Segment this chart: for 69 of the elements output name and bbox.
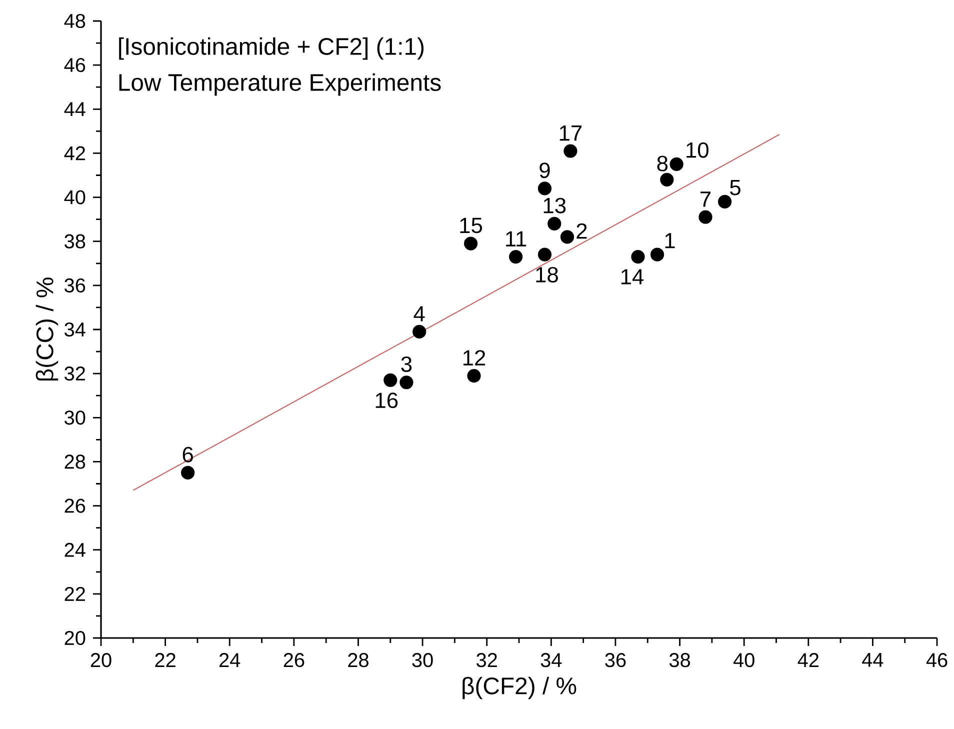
x-tick-label: 36	[605, 653, 626, 668]
point	[412, 324, 426, 338]
text: [Isonicotinamide + CF2] (1:1)	[119, 37, 424, 60]
point	[400, 376, 414, 390]
y-tick-label: 26	[64, 498, 86, 513]
point	[538, 182, 552, 196]
x-tick-label: 44	[862, 653, 884, 667]
y-axis-title: β(CC) / %	[36, 278, 58, 381]
x-tick-label: 46	[926, 653, 948, 668]
point	[631, 250, 645, 264]
annotation: 4	[414, 306, 425, 322]
annotation: 5	[730, 180, 740, 196]
text: Low Temperature Experiments	[119, 73, 441, 96]
y-tick-label: 38	[64, 234, 86, 248]
point	[464, 236, 478, 250]
y-tick-label: 22	[64, 586, 85, 601]
annotation: 6	[182, 446, 193, 462]
y-tick-label: 20	[64, 630, 86, 646]
annotation: 1	[665, 233, 675, 248]
y-tick-label: 40	[64, 190, 86, 204]
x-tick-label: 42	[798, 653, 818, 667]
y-tick-label: 44	[64, 102, 86, 116]
point	[660, 172, 674, 186]
point	[467, 368, 481, 383]
x-tick-label: 38	[669, 653, 690, 668]
annotation: 2	[576, 223, 587, 239]
annotation: 18	[536, 266, 558, 282]
point	[548, 216, 562, 231]
x-tick-label: 34	[540, 653, 562, 668]
y-tick-label: 48	[64, 14, 86, 28]
x-tick-label: 22	[155, 653, 176, 667]
annotation: 11	[506, 231, 526, 246]
point	[670, 157, 684, 172]
annotation: 8	[657, 156, 668, 172]
point	[564, 144, 578, 158]
x-tick-label: 30	[412, 653, 433, 668]
x-tick-label: 26	[284, 653, 304, 668]
annotation: 15	[460, 218, 482, 234]
x-tick-label: 32	[476, 653, 497, 668]
x-tick-label: 28	[348, 653, 368, 668]
annotation: 9	[540, 162, 550, 178]
x-tick-label: 20	[90, 653, 112, 668]
x-axis-title: β(CF2) / %	[462, 676, 576, 700]
annotation: 16	[376, 392, 398, 408]
point	[560, 230, 574, 244]
annotation: 10	[686, 142, 708, 158]
annotation: 14	[621, 269, 644, 284]
annotation: 12	[463, 350, 486, 366]
point	[538, 248, 552, 262]
point	[181, 466, 195, 480]
annotation: 3	[401, 356, 412, 372]
y-tick-label: 28	[64, 454, 86, 469]
y-tick-label: 46	[64, 58, 86, 72]
y-tick-label: 34	[64, 322, 86, 337]
y-tick-label: 42	[64, 146, 85, 160]
y-tick-label: 32	[64, 366, 85, 381]
point	[650, 248, 664, 262]
x-tick-label: 40	[733, 653, 754, 668]
y-tick-label: 30	[64, 410, 86, 425]
x-tick-label: 24	[220, 653, 240, 667]
point	[508, 250, 523, 264]
point	[698, 210, 712, 224]
point	[718, 194, 732, 208]
annotation: 7	[700, 192, 710, 207]
y-tick-label: 36	[64, 278, 86, 292]
y-tick-label: 24	[64, 542, 86, 557]
annotation: 13	[544, 198, 566, 214]
point	[384, 373, 398, 387]
annotation: 17	[560, 126, 582, 141]
